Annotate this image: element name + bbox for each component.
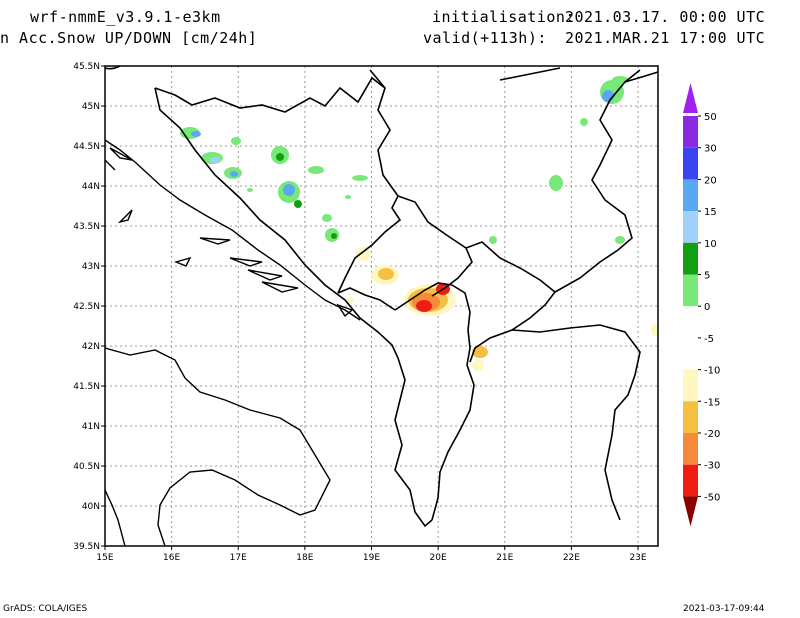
colorbar-swatch	[683, 369, 698, 402]
longitude-labels: 15E 16E 17E 18E 19E 20E 21E 22E 23E	[96, 546, 647, 563]
colorbar-swatch	[683, 116, 698, 148]
lat-tick-label: 43.5N	[73, 222, 100, 232]
lat-tick-label: 41N	[82, 422, 100, 432]
colorbar-label: 20	[704, 175, 717, 186]
lat-tick-label: 45.5N	[73, 62, 100, 72]
colorbar-swatch	[683, 179, 698, 212]
init-label: initialisation:	[432, 8, 575, 26]
colorbar-swatch	[683, 464, 698, 497]
lon-tick-label: 22E	[563, 553, 580, 563]
snow-melt-areas	[346, 247, 658, 371]
render-timestamp: 2021-03-17-09:44	[683, 604, 765, 614]
model-title: wrf-nmmE_v3.9.1-e3km	[30, 8, 221, 26]
lat-tick-label: 42.5N	[73, 302, 100, 312]
colorbar-label: -10	[704, 366, 720, 377]
colorbar-label: -50	[704, 492, 720, 503]
colorbar-label: 0	[704, 302, 710, 313]
lat-tick-label: 44.5N	[73, 142, 100, 152]
colorbar-swatch	[683, 401, 698, 433]
valid-label: valid(+113h):	[423, 29, 547, 47]
colorbar-swatch	[683, 337, 698, 370]
lat-tick-label: 40.5N	[73, 462, 100, 472]
map-grid	[105, 66, 658, 546]
coastline	[105, 139, 361, 546]
valid-value: 2021.MAR.21 17:00 UTC	[565, 29, 766, 47]
colorbar-top-arrow	[683, 83, 698, 113]
colorbar-swatch	[683, 274, 698, 307]
colorbar-swatch	[683, 147, 698, 180]
variable-title: n Acc.Snow UP/DOWN [cm/24h]	[0, 29, 258, 47]
colorbar-label: 50	[704, 112, 717, 123]
lat-tick-label: 39.5N	[73, 542, 100, 552]
colorbar-label: -5	[704, 334, 714, 345]
lon-tick-label: 23E	[629, 553, 646, 563]
lon-tick-label: 16E	[163, 553, 180, 563]
lon-tick-label: 18E	[296, 553, 313, 563]
colorbar-swatch	[683, 306, 698, 338]
lon-tick-label: 17E	[230, 553, 247, 563]
lon-tick-label: 20E	[430, 553, 447, 563]
lat-tick-label: 40N	[82, 502, 100, 512]
lon-tick-label: 21E	[496, 553, 513, 563]
latitude-labels: 45.5N 45N 44.5N 44N 43.5N 43N 42.5N 42N 41.5N 41N…	[73, 62, 105, 552]
lat-tick-label: 42N	[82, 342, 100, 352]
colorbar-swatch	[683, 242, 698, 275]
colorbar-label: -15	[704, 397, 720, 408]
lon-tick-label: 19E	[363, 553, 380, 563]
lat-tick-label: 43N	[82, 262, 100, 272]
lat-tick-label: 41.5N	[73, 382, 100, 392]
snow-accumulation-areas	[180, 76, 628, 244]
country-borders	[105, 66, 658, 528]
colorbar-label: -30	[704, 461, 720, 472]
init-value: 2021.03.17. 00:00 UTC	[565, 8, 766, 26]
lat-tick-label: 44N	[82, 182, 100, 192]
colorbar-label: 15	[704, 207, 717, 218]
lon-tick-label: 15E	[96, 553, 113, 563]
colorbar-swatch	[683, 211, 698, 243]
lat-tick-label: 45N	[82, 102, 100, 112]
colorbar-label: 5	[704, 271, 710, 282]
colorbar-label: -20	[704, 429, 720, 440]
colorbar-label: 10	[704, 239, 717, 250]
grads-credit: GrADS: COLA/IGES	[3, 604, 88, 614]
colorbar-label: 30	[704, 144, 717, 155]
colorbar-bottom-arrow	[683, 496, 698, 527]
colorbar-swatch	[683, 433, 698, 465]
